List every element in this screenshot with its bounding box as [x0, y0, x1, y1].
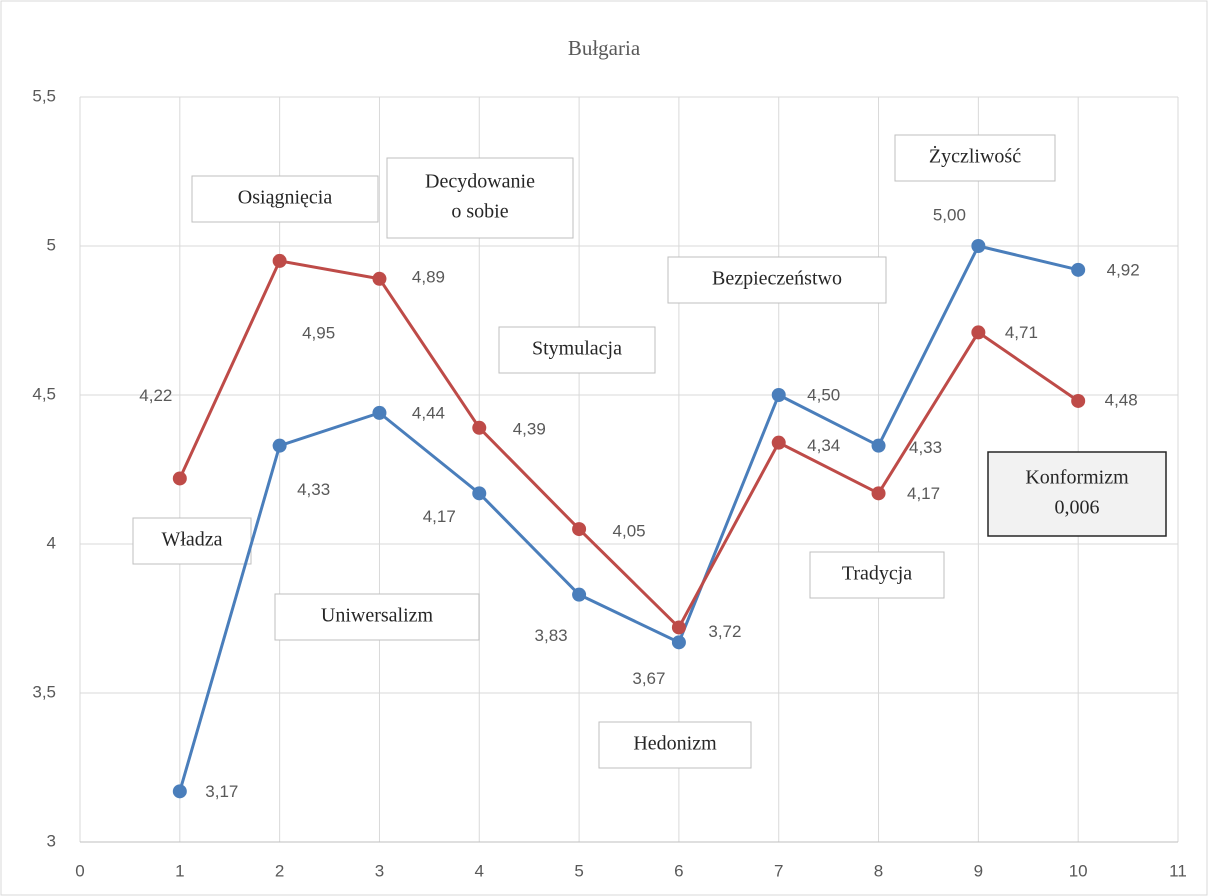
annotation-box	[191, 175, 379, 223]
annotation-text: Osiągnięcia	[238, 187, 333, 209]
x-tick-label: 7	[774, 861, 783, 880]
data-label: 4,17	[423, 507, 456, 526]
data-point	[472, 486, 487, 501]
annotation-text: Władza	[161, 529, 222, 551]
data-point	[572, 587, 587, 602]
data-label: 3,17	[205, 782, 238, 801]
annotation-box	[987, 451, 1167, 537]
data-point	[671, 635, 686, 650]
data-point	[1071, 262, 1086, 277]
annotation-box	[386, 157, 574, 239]
data-point	[272, 253, 287, 268]
data-point	[871, 486, 886, 501]
annotation-text: Uniwersalizm	[321, 605, 434, 627]
y-tick-label: 5	[47, 235, 56, 254]
x-tick-label: 10	[1069, 861, 1088, 880]
annotation-text: Tradycja	[842, 563, 912, 585]
data-point	[971, 239, 986, 253]
data-label: 4,92	[1107, 260, 1140, 279]
data-point	[771, 388, 786, 402]
data-point	[771, 435, 786, 450]
annotation-box	[667, 256, 887, 304]
x-tick-label: 11	[1169, 861, 1187, 880]
y-tick-label: 4	[47, 533, 56, 552]
annotation-box	[274, 593, 480, 641]
data-point	[572, 522, 587, 537]
data-label: 4,89	[412, 267, 445, 286]
x-tick-label: 2	[275, 861, 284, 880]
x-tick-label: 9	[974, 861, 983, 880]
chart-title: Bułgaria	[568, 36, 641, 60]
annotation-box	[132, 517, 252, 565]
y-tick-label: 3	[47, 831, 56, 850]
data-label: 4,71	[1005, 323, 1038, 342]
data-label: 3,72	[708, 622, 741, 641]
data-point	[671, 620, 686, 635]
y-tick-label: 4,5	[32, 384, 56, 403]
annotation-text: Bezpieczeństwo	[712, 268, 842, 290]
annotation-text: Stymulacja	[532, 338, 622, 360]
y-tick-label: 5,5	[32, 86, 56, 105]
data-point	[871, 438, 886, 453]
annotation-text: Konformizm	[1025, 467, 1129, 489]
annotation-box	[809, 551, 945, 599]
y-tick-label: 3,5	[32, 682, 56, 701]
annotation-box	[598, 721, 752, 769]
x-tick-label: 0	[75, 861, 84, 880]
data-point	[372, 271, 387, 286]
data-label: 3,67	[632, 669, 665, 688]
data-label: 3,83	[535, 626, 568, 645]
annotation-box	[498, 326, 656, 374]
data-label: 4,44	[412, 403, 445, 422]
x-tick-label: 8	[874, 861, 883, 880]
data-label: 4,22	[139, 386, 172, 405]
annotation-text: Hedonizm	[633, 733, 717, 755]
data-label: 4,50	[807, 385, 840, 404]
data-point	[971, 325, 986, 340]
data-point	[372, 405, 387, 420]
data-label: 4,95	[302, 323, 335, 342]
series-line	[178, 259, 1080, 630]
data-label: 4,33	[909, 438, 942, 457]
x-tick-label: 6	[674, 861, 683, 880]
data-point	[172, 471, 187, 486]
data-label: 5,00	[933, 205, 966, 224]
x-tick-label: 4	[475, 861, 484, 880]
series-line	[178, 244, 1079, 792]
data-point	[1071, 393, 1086, 408]
x-tick-label: 1	[175, 861, 184, 880]
data-label: 4,48	[1105, 390, 1138, 409]
annotation-text: 0,006	[1055, 497, 1100, 519]
data-point	[272, 438, 287, 453]
data-label: 4,33	[297, 480, 330, 499]
annotation-text: o sobie	[451, 201, 508, 223]
annotation-text: Decydowanie	[425, 171, 535, 193]
data-label: 4,34	[807, 436, 840, 455]
annotation-box	[894, 134, 1056, 182]
data-label: 4,17	[907, 484, 940, 503]
x-tick-label: 5	[574, 861, 583, 880]
x-tick-label: 3	[375, 861, 384, 880]
annotation-text: Życzliwość	[929, 145, 1021, 168]
data-label: 4,39	[513, 419, 546, 438]
data-point	[472, 420, 487, 435]
data-point	[172, 784, 187, 799]
data-label: 4,05	[613, 522, 646, 541]
